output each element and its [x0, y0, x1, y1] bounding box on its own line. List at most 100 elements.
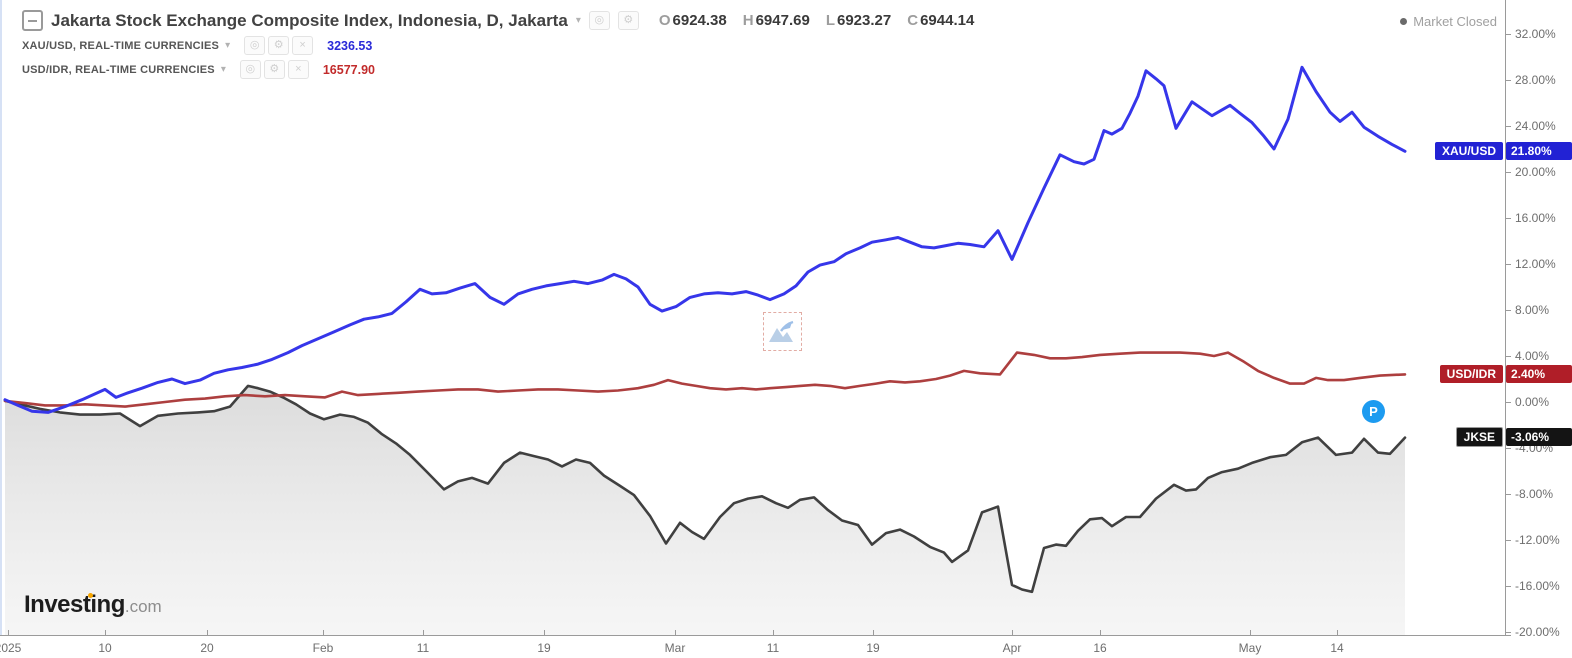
low-label: L: [825, 12, 835, 29]
close-value: 6944.14: [920, 12, 975, 29]
time-axis-line[interactable]: [0, 635, 1511, 636]
logo-brand-text: Investing: [24, 591, 125, 618]
symbol-title[interactable]: Jakarta Stock Exchange Composite Index, …: [51, 10, 568, 30]
price-axis-tick: 24.00%: [1505, 118, 1556, 134]
tick-mark: [1505, 171, 1511, 173]
low-value: 6923.27: [837, 12, 892, 29]
price-axis-tick: 8.00%: [1505, 302, 1549, 318]
tick-mark: [1505, 33, 1511, 35]
gear-icon[interactable]: ⚙: [263, 60, 285, 79]
tick-mark: [423, 630, 424, 635]
tick-label: 32.00%: [1515, 27, 1556, 41]
investing-com-logo[interactable]: Investing .com: [24, 591, 162, 619]
series-line-usd-idr[interactable]: [3, 351, 1407, 408]
tick-mark: [1505, 125, 1511, 127]
series-name-tag-xau-usd: XAU/USD: [1434, 142, 1503, 161]
tick-label: -8.00%: [1515, 487, 1554, 501]
tick-mark: [1505, 447, 1511, 449]
tick-mark: [105, 630, 106, 635]
time-axis-tick-label: 14: [1330, 641, 1344, 655]
series-line-jkse[interactable]: [3, 384, 1407, 594]
series-value-tag-usd-idr: 2.40%: [1506, 365, 1572, 384]
legend-value-usdidr: 16577.90: [322, 62, 375, 77]
price-axis-tick: 12.00%: [1505, 256, 1556, 272]
tick-label: 24.00%: [1515, 119, 1556, 133]
legend-symbol-xauusd[interactable]: XAU/USD, REAL-TIME CURRENCIES: [22, 39, 220, 52]
price-axis-tick: -8.00%: [1505, 486, 1553, 502]
time-axis-tick-label: Apr: [1002, 641, 1022, 655]
time-axis-tick-label: Feb: [312, 641, 334, 655]
price-axis-line[interactable]: [1505, 0, 1506, 636]
price-axis-tick: -20.00%: [1505, 624, 1560, 640]
legend-collapse-icon[interactable]: [22, 10, 43, 31]
tick-label: 8.00%: [1515, 303, 1550, 317]
tick-mark: [1337, 630, 1338, 635]
market-status-dot-icon: [1400, 18, 1408, 25]
time-axis-tick-label: 16: [1093, 641, 1107, 655]
chevron-down-icon[interactable]: ▾: [220, 63, 226, 75]
gear-icon[interactable]: ⚙: [617, 11, 639, 30]
price-axis-tick: 20.00%: [1505, 164, 1556, 180]
chevron-down-icon[interactable]: ▾: [575, 14, 581, 26]
series-line-xau-usd[interactable]: [3, 65, 1407, 414]
close-icon[interactable]: ×: [287, 60, 309, 79]
time-axis-tick-label: May: [1238, 641, 1262, 655]
tick-mark: [1505, 309, 1511, 311]
tick-mark: [323, 630, 324, 635]
tick-label: 20.00%: [1515, 165, 1556, 179]
tick-mark: [1100, 630, 1101, 635]
price-axis-tick: 16.00%: [1505, 210, 1556, 226]
tick-label: -16.00%: [1515, 579, 1560, 593]
series-name-tag-usd-idr: USD/IDR: [1439, 365, 1503, 384]
time-axis-tick-label: 2025: [0, 641, 22, 655]
series-value-tag-xau-usd: 21.80%: [1506, 142, 1572, 161]
time-axis-tick-label: 11: [416, 641, 430, 655]
price-axis-tick: 32.00%: [1505, 26, 1556, 42]
tick-mark: [207, 630, 208, 635]
tick-mark: [1505, 263, 1511, 265]
tick-mark: [773, 630, 774, 635]
eye-icon[interactable]: ◎: [588, 11, 610, 30]
close-icon[interactable]: ×: [292, 36, 314, 55]
price-axis-tick: -16.00%: [1505, 578, 1560, 594]
tick-mark: [1505, 355, 1511, 357]
tick-mark: [1505, 539, 1511, 541]
chevron-down-icon[interactable]: ▾: [225, 39, 231, 51]
price-axis-tick: -12.00%: [1505, 532, 1560, 548]
tick-label: 0.00%: [1515, 395, 1550, 409]
ohlc-values: O 6924.38 H 6947.69 L 6923.27 C 6944.14: [659, 12, 974, 29]
tick-mark: [675, 630, 676, 635]
tick-mark: [1505, 493, 1511, 495]
eye-icon[interactable]: ◎: [239, 60, 261, 79]
tick-mark: [873, 630, 874, 635]
open-value: 6924.38: [672, 12, 727, 29]
time-axis-tick-label: 19: [537, 641, 551, 655]
price-axis-tick: 4.00%: [1505, 348, 1549, 364]
gear-icon[interactable]: ⚙: [268, 36, 290, 55]
close-label: C: [907, 12, 919, 29]
legend-symbol-usdidr[interactable]: USD/IDR, REAL-TIME CURRENCIES: [22, 63, 215, 76]
tick-label: 4.00%: [1515, 349, 1550, 363]
legend-row-usdidr: USD/IDR, REAL-TIME CURRENCIES ▾ ◎ ⚙ × 16…: [22, 60, 974, 79]
tick-mark: [1012, 630, 1013, 635]
tick-label: 28.00%: [1515, 73, 1556, 87]
tick-mark: [8, 630, 9, 635]
time-axis-tick-label: 11: [766, 641, 780, 655]
tick-label: 16.00%: [1515, 211, 1556, 225]
tick-label: 12.00%: [1515, 257, 1556, 271]
tick-mark: [1250, 630, 1251, 635]
tick-mark: [1505, 585, 1511, 587]
eye-icon[interactable]: ◎: [244, 36, 266, 55]
market-status-label: Market Closed: [1413, 14, 1497, 29]
legend-row-xauusd: XAU/USD, REAL-TIME CURRENCIES ▾ ◎ ⚙ × 32…: [22, 36, 974, 55]
tick-mark: [1505, 401, 1511, 403]
logo-suffix-text: .com: [124, 597, 162, 616]
price-axis-tick: 0.00%: [1505, 394, 1549, 410]
promo-p-badge[interactable]: P: [1362, 400, 1385, 423]
time-axis-tick-label: 20: [200, 641, 214, 655]
tick-mark: [1505, 79, 1511, 81]
tick-label: -12.00%: [1515, 533, 1560, 547]
tick-mark: [544, 630, 545, 635]
